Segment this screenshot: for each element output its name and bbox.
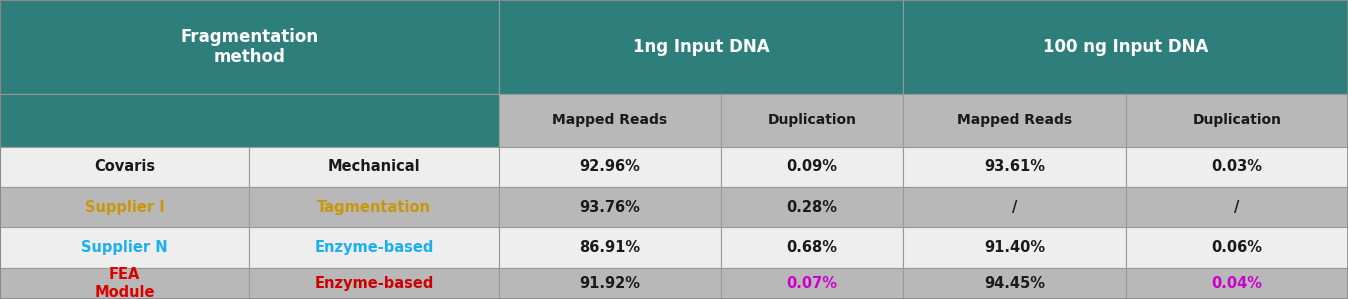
Text: Mapped Reads: Mapped Reads — [957, 113, 1072, 127]
Text: Fragmentation
method: Fragmentation method — [181, 28, 318, 66]
Bar — [1126, 94, 1348, 147]
Text: 91.92%: 91.92% — [580, 276, 640, 291]
Bar — [249, 147, 499, 187]
Text: 92.96%: 92.96% — [580, 159, 640, 174]
Text: 0.68%: 0.68% — [787, 240, 837, 255]
Bar — [903, 187, 1126, 227]
Text: 0.06%: 0.06% — [1212, 240, 1262, 255]
Bar — [499, 268, 721, 299]
Text: 91.40%: 91.40% — [984, 240, 1045, 255]
Bar — [1126, 147, 1348, 187]
Text: Enzyme-based: Enzyme-based — [314, 276, 434, 291]
Bar — [249, 187, 499, 227]
Text: 0.04%: 0.04% — [1212, 276, 1262, 291]
Text: Covaris: Covaris — [94, 159, 155, 174]
Bar — [721, 187, 903, 227]
Text: Supplier I: Supplier I — [85, 199, 164, 215]
Text: Enzyme-based: Enzyme-based — [314, 240, 434, 255]
Text: /: / — [1235, 199, 1239, 215]
Text: Supplier N: Supplier N — [81, 240, 168, 255]
Bar — [903, 147, 1126, 187]
Bar — [0, 147, 249, 187]
Text: 93.76%: 93.76% — [580, 199, 640, 215]
Bar — [1126, 187, 1348, 227]
Bar — [0, 94, 499, 147]
Bar — [1126, 268, 1348, 299]
Bar — [903, 227, 1126, 268]
Text: /: / — [1012, 199, 1016, 215]
Bar — [721, 94, 903, 147]
Bar — [721, 268, 903, 299]
Text: Mechanical: Mechanical — [328, 159, 421, 174]
Bar — [499, 147, 721, 187]
Bar — [0, 268, 249, 299]
Text: 94.45%: 94.45% — [984, 276, 1045, 291]
Text: 86.91%: 86.91% — [580, 240, 640, 255]
Text: 1ng Input DNA: 1ng Input DNA — [632, 38, 770, 56]
Text: Mapped Reads: Mapped Reads — [553, 113, 667, 127]
Bar — [903, 94, 1126, 147]
Bar — [0, 227, 249, 268]
Text: Duplication: Duplication — [1192, 113, 1282, 127]
Text: 0.28%: 0.28% — [787, 199, 837, 215]
Text: 100 ng Input DNA: 100 ng Input DNA — [1043, 38, 1208, 56]
Bar — [903, 268, 1126, 299]
Text: FEA
Module: FEA Module — [94, 267, 155, 299]
Bar — [499, 187, 721, 227]
Bar — [721, 227, 903, 268]
Text: 93.61%: 93.61% — [984, 159, 1045, 174]
Bar — [249, 227, 499, 268]
Bar — [249, 268, 499, 299]
Bar — [0, 187, 249, 227]
Text: Duplication: Duplication — [767, 113, 857, 127]
Text: Tagmentation: Tagmentation — [317, 199, 431, 215]
Bar — [1126, 227, 1348, 268]
Text: 0.07%: 0.07% — [787, 276, 837, 291]
Text: 0.09%: 0.09% — [787, 159, 837, 174]
Bar — [499, 227, 721, 268]
Bar — [721, 147, 903, 187]
Bar — [499, 0, 903, 94]
Bar — [903, 0, 1348, 94]
Bar — [0, 0, 499, 94]
Bar — [499, 94, 721, 147]
Text: 0.03%: 0.03% — [1212, 159, 1262, 174]
